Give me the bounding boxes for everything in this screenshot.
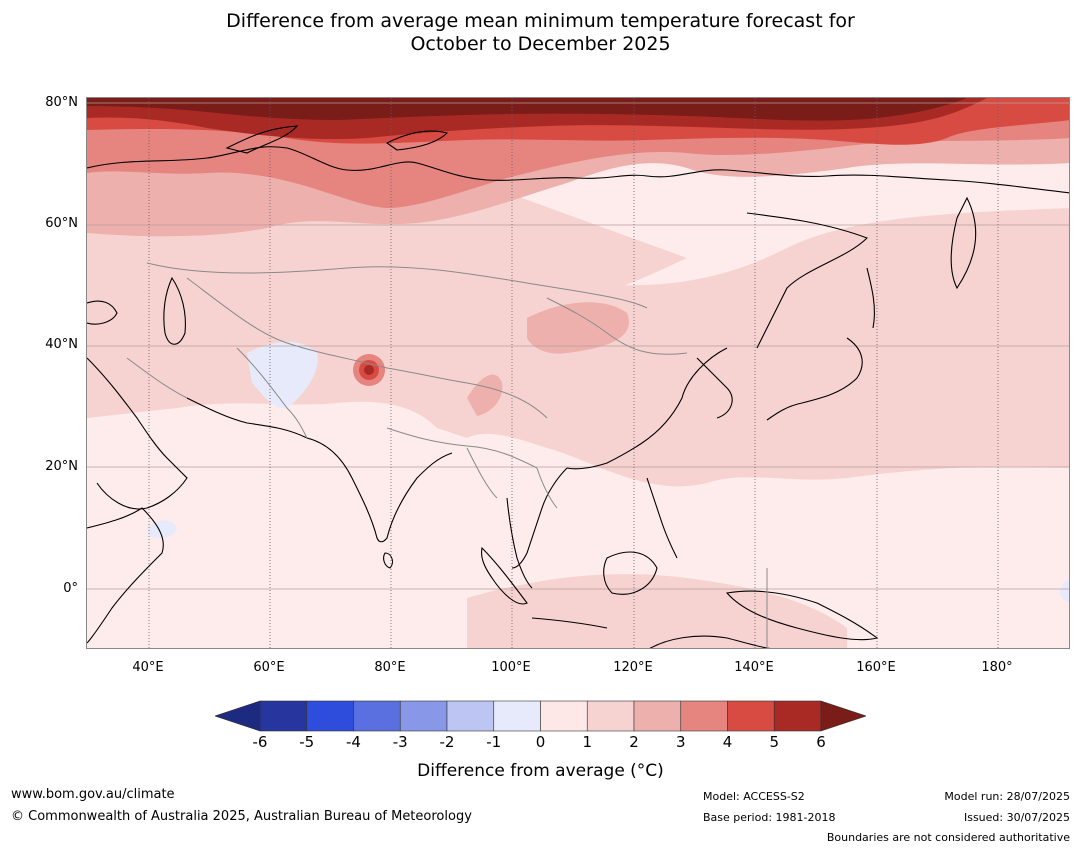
lon-label-100e: 100°E <box>491 660 531 675</box>
colorbar-tick-label: -3 <box>392 733 408 751</box>
colorbar-tick-label: -1 <box>486 733 502 751</box>
anomaly-band-above-6 <box>87 98 967 121</box>
lon-label-180: 180° <box>981 660 1013 675</box>
colorbar-segment <box>586 700 635 732</box>
colorbar-segment <box>680 700 728 732</box>
colorbar-segment <box>446 700 495 732</box>
lat-label-40n: 40°N <box>45 337 78 352</box>
anomaly-hotspot-core <box>364 365 374 375</box>
colorbar-segment <box>633 700 682 732</box>
map-title-line-1: Difference from average mean minimum tem… <box>226 10 855 32</box>
colorbar-segment <box>540 700 588 732</box>
colorbar-segment <box>306 700 354 732</box>
lat-label-80n: 80°N <box>45 95 78 110</box>
map-title-line-2: October to December 2025 <box>410 33 671 55</box>
country-borders <box>126 262 768 648</box>
colorbar <box>215 700 866 732</box>
colorbar-over-arrow <box>820 700 866 732</box>
footer-model-run: Model run: 28/07/2025 <box>944 790 1070 803</box>
colorbar-tick-label: -6 <box>252 733 268 751</box>
colorbar-tick-label: 2 <box>629 733 639 751</box>
colorbar-tick-label: 0 <box>535 733 546 751</box>
anomaly-patch-below-0-central-asia <box>247 341 318 409</box>
lon-label-160e: 160°E <box>856 660 896 675</box>
colorbar-segment <box>399 700 448 732</box>
anomaly-patch-2-3-china <box>527 302 629 354</box>
footer-issued: Issued: 30/07/2025 <box>963 811 1070 824</box>
anomaly-patch-below-0-pacific <box>1059 579 1069 603</box>
footer-base-period: Base period: 1981-2018 <box>703 811 836 824</box>
colorbar-tick-label: 3 <box>675 733 686 751</box>
colorbar-tick-label: 5 <box>769 733 780 751</box>
colorbar-tick-label: -5 <box>299 733 315 751</box>
map-canvas <box>87 98 1069 648</box>
colorbar-segment <box>493 700 541 732</box>
coastlines <box>87 125 1069 648</box>
lon-label-120e: 120°E <box>613 660 653 675</box>
footer-model: Model: ACCESS-S2 <box>703 790 805 803</box>
lon-label-40e: 40°E <box>132 660 164 675</box>
colorbar-tick-label: -4 <box>346 733 361 751</box>
lon-label-140e: 140°E <box>734 660 774 675</box>
lat-label-0: 0° <box>63 581 78 596</box>
colorbar-title: Difference from average (°C) <box>417 761 664 781</box>
colorbar-segment <box>773 700 822 732</box>
lat-label-20n: 20°N <box>45 459 78 474</box>
lon-label-80e: 80°E <box>374 660 406 675</box>
colorbar-tick-label: 1 <box>582 733 593 751</box>
footer-url[interactable]: www.bom.gov.au/climate <box>11 787 175 802</box>
anomaly-band-1-2-south <box>467 574 847 648</box>
colorbar-tick-label: 4 <box>722 733 733 751</box>
anomaly-patch-2-3-tibet <box>467 374 503 416</box>
lat-label-60n: 60°N <box>45 216 78 231</box>
footer-copyright: © Commonwealth of Australia 2025, Austra… <box>11 809 472 824</box>
colorbar-segment <box>259 700 308 732</box>
footer-disclaimer: Boundaries are not considered authoritat… <box>826 831 1070 844</box>
colorbar-segment <box>727 700 775 732</box>
latitude-gridlines <box>87 102 1069 590</box>
colorbar-under-arrow <box>215 700 261 732</box>
colorbar-tick-label: -2 <box>439 733 455 751</box>
colorbar-segment <box>353 700 401 732</box>
lon-label-60e: 60°E <box>253 660 285 675</box>
colorbar-tick-label: 6 <box>816 733 826 751</box>
anomaly-patch-below-0-arabian-sea <box>147 520 177 538</box>
forecast-map <box>86 97 1070 649</box>
